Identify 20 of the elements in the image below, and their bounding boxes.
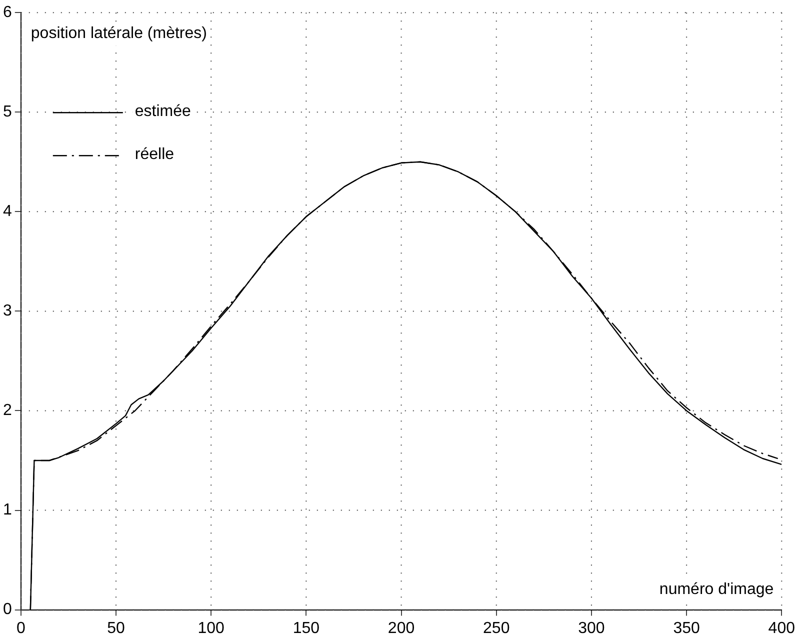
x-axis-title: numéro d'image <box>659 581 774 598</box>
x-tick-label: 350 <box>673 620 700 637</box>
y-tick-label: 3 <box>2 302 12 320</box>
x-tick-label: 50 <box>107 620 125 637</box>
legend-label: estimée <box>134 103 192 120</box>
y-tick-label: 4 <box>2 203 12 220</box>
y-tick-label: 1 <box>2 502 12 519</box>
x-tick-label: 0 <box>16 620 26 637</box>
y-axis-title: position latérale (mètres) <box>30 25 207 42</box>
x-tick-label: 150 <box>292 620 320 637</box>
y-tick-label: 5 <box>2 104 12 121</box>
y-tick-label: 6 <box>2 4 12 22</box>
x-tick-label: 200 <box>388 620 415 637</box>
x-tick-label: 400 <box>768 620 796 637</box>
x-tick-label: 100 <box>198 620 225 637</box>
x-tick-label: 300 <box>578 620 605 637</box>
x-tick-label: 250 <box>483 620 510 637</box>
y-tick-label: 2 <box>2 402 12 420</box>
legend-label: réelle <box>134 146 174 164</box>
y-tick-label: 0 <box>2 601 12 618</box>
